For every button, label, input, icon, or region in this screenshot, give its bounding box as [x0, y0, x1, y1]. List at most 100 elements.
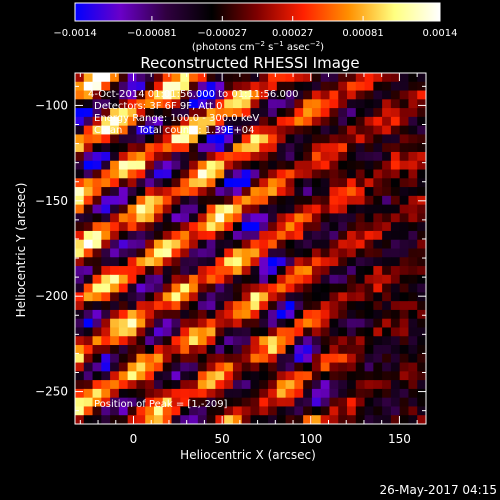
heatmap-cell [355, 371, 366, 381]
heatmap-cell [75, 187, 85, 197]
heatmap-cell [189, 108, 199, 118]
heatmap-cell [162, 108, 173, 118]
heatmap-cell [153, 169, 164, 179]
heatmap-cell [215, 143, 225, 153]
heatmap-cell [399, 73, 410, 83]
heatmap-cell [408, 345, 418, 355]
heatmap-cell [101, 213, 111, 223]
heatmap-cell [417, 90, 426, 100]
heatmap-cell [417, 380, 426, 390]
heatmap-cell [259, 169, 269, 179]
heatmap-cell [259, 134, 269, 144]
heatmap-cell [232, 116, 243, 127]
heatmap-cell [408, 248, 418, 258]
heatmap-cell [241, 283, 252, 293]
heatmap-cell [118, 362, 129, 372]
y-tick-label: −100 [35, 98, 68, 112]
heatmap-cell [364, 125, 374, 136]
heatmap-cell [241, 187, 252, 197]
heatmap-cell [75, 169, 85, 179]
heatmap-cell [136, 73, 146, 83]
heatmap-cell [197, 195, 208, 206]
heatmap-cell [241, 362, 252, 372]
heatmap-cell [320, 90, 331, 100]
heatmap-cell [303, 125, 313, 136]
heatmap-cell [364, 222, 374, 232]
heatmap-cell [232, 266, 243, 276]
heatmap-cell [373, 266, 383, 276]
heatmap-cell [408, 292, 418, 302]
heatmap-cell [355, 99, 366, 109]
heatmap-cell [127, 213, 138, 223]
heatmap-cell [382, 397, 392, 408]
x-tick-label: 150 [388, 432, 411, 446]
heatmap-cell [347, 204, 357, 214]
heatmap-cell [110, 388, 120, 399]
heatmap-cell [224, 336, 234, 346]
heatmap-cell [92, 362, 102, 372]
heatmap-cell [408, 178, 418, 188]
heatmap-cell [417, 353, 426, 364]
heatmap-cell [180, 318, 190, 329]
heatmap-cell [110, 134, 120, 144]
heatmap-cell [347, 81, 357, 92]
heatmap-cell [250, 116, 260, 127]
heatmap-cell [364, 169, 374, 179]
heatmap-cell [364, 362, 374, 372]
heatmap-cell [390, 108, 401, 118]
heatmap-cell [153, 81, 164, 92]
heatmap-cell [171, 195, 181, 206]
heatmap-cell [355, 336, 366, 346]
heatmap-cell [171, 283, 181, 293]
heatmap-cell [285, 371, 295, 381]
heatmap-cell [153, 143, 164, 153]
heatmap-cell [110, 178, 120, 188]
heatmap-cell [215, 301, 225, 311]
heatmap-cell [373, 230, 383, 241]
heatmap-cell [276, 239, 287, 250]
heatmap-cell [373, 353, 383, 364]
heatmap-cell [232, 406, 243, 416]
heatmap-cell [285, 362, 295, 372]
heatmap-cell [215, 90, 225, 100]
heatmap-cell [127, 380, 138, 390]
heatmap-cell [268, 266, 278, 276]
heatmap-cell [303, 134, 313, 144]
heatmap-cell [145, 283, 155, 293]
heatmap-cell [417, 169, 426, 179]
heatmap-cell [399, 353, 410, 364]
heatmap-cell [276, 371, 287, 381]
heatmap-cell [408, 90, 418, 100]
heatmap-cell [127, 353, 138, 364]
heatmap-cell [197, 239, 208, 250]
heatmap-cell [259, 283, 269, 293]
heatmap-cell [118, 345, 129, 355]
heatmap-cell [250, 230, 260, 241]
heatmap-cell [162, 406, 173, 416]
heatmap-cell [364, 90, 374, 100]
heatmap-cell [382, 195, 392, 206]
heatmap-cell [118, 301, 129, 311]
heatmap-cell [320, 336, 331, 346]
heatmap-cell [118, 239, 129, 250]
heatmap-cell [276, 151, 287, 162]
heatmap-cell [285, 178, 295, 188]
heatmap-cell [294, 388, 304, 399]
heatmap-cell [399, 230, 410, 241]
heatmap-cell [189, 274, 199, 285]
heatmap-cell [364, 108, 374, 118]
heatmap-cell [320, 362, 331, 372]
heatmap-cell [303, 248, 313, 258]
heatmap-cell [276, 178, 287, 188]
heatmap-cell [355, 151, 366, 162]
heatmap-cell [197, 345, 208, 355]
heatmap-cell [224, 318, 234, 329]
annotation-time-range: 4-Oct-2014 01:01:56.000 to 01:11:56.000 [88, 89, 299, 100]
heatmap-cell [136, 266, 146, 276]
heatmap-cell [145, 213, 155, 223]
heatmap-cell [399, 213, 410, 223]
heatmap-cell [224, 178, 234, 188]
heatmap-cell [180, 327, 190, 337]
heatmap-cell [311, 222, 322, 232]
heatmap-cell [285, 248, 295, 258]
